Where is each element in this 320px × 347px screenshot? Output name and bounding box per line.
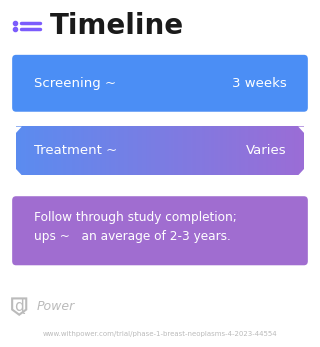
- Text: Power: Power: [37, 299, 75, 313]
- FancyBboxPatch shape: [12, 196, 308, 265]
- Text: Follow through study completion;
ups ~   an average of 2-3 years.: Follow through study completion; ups ~ a…: [34, 211, 236, 243]
- Text: Varies: Varies: [246, 144, 286, 158]
- Polygon shape: [298, 169, 304, 175]
- Text: 3 weeks: 3 weeks: [232, 77, 286, 90]
- Text: ɖ: ɖ: [14, 298, 24, 314]
- Text: www.withpower.com/trial/phase-1-breast-neoplasms-4-2023-44554: www.withpower.com/trial/phase-1-breast-n…: [43, 331, 277, 337]
- FancyBboxPatch shape: [12, 55, 308, 112]
- Text: Timeline: Timeline: [50, 12, 184, 40]
- Polygon shape: [16, 127, 22, 133]
- Polygon shape: [298, 127, 304, 133]
- Polygon shape: [16, 169, 22, 175]
- Text: Treatment ~: Treatment ~: [34, 144, 117, 158]
- Text: Screening ~: Screening ~: [34, 77, 116, 90]
